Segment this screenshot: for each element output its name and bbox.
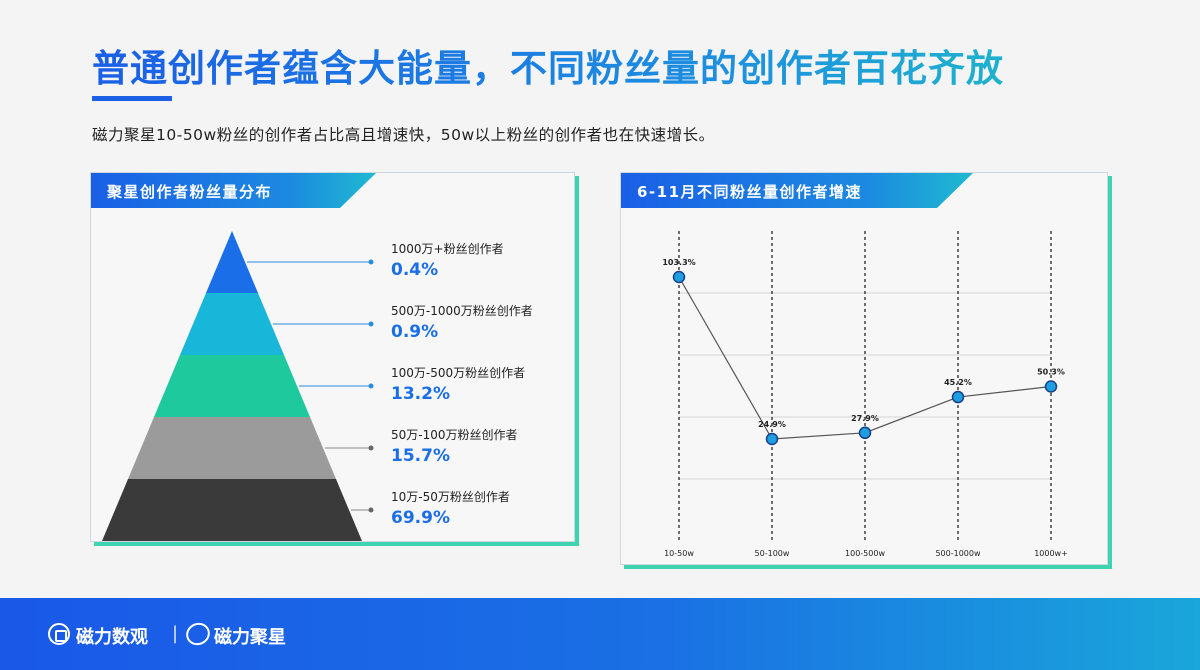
data-point	[672, 270, 686, 284]
cili-juxing-logo-icon	[182, 618, 214, 650]
pyramid-value-label: 0.4%	[391, 260, 438, 280]
line-chart: 103.3% 10-50w 24.9% 50-100w 27.9% 100-500w 45.…	[662, 231, 1068, 558]
title-underline	[92, 96, 172, 101]
pyramid-leader-dot	[368, 321, 374, 327]
footer-brand-shuguan: 磁力数观	[76, 627, 148, 648]
pyramid-leader-dot	[368, 445, 374, 451]
pyramid-segment	[180, 293, 284, 355]
pyramid-leader-dot	[368, 383, 374, 389]
data-label: 27.9%	[851, 414, 879, 423]
data-label: 50.3%	[1037, 368, 1065, 377]
pyramid-category-label: 10万-50万粉丝创作者	[391, 490, 510, 504]
data-label: 103.3%	[662, 258, 695, 267]
footer-brand-juxing: 磁力聚星	[214, 627, 286, 648]
x-tick-label: 10-50w	[664, 549, 694, 558]
x-tick-label: 50-100w	[755, 549, 790, 558]
pyramid-chart-title: 聚星创作者粉丝量分布	[91, 173, 376, 208]
x-tick-label: 500-1000w	[935, 549, 981, 558]
data-label: 45.2%	[944, 378, 972, 387]
data-label: 24.9%	[758, 420, 786, 429]
pyramid-value-label: 0.9%	[391, 322, 438, 342]
pyramid-chart: 1000万+粉丝创作者 0.4% 500万-1000万粉丝创作者 0.9% 100万-5…	[102, 231, 533, 541]
pyramid-leader-dot	[368, 259, 374, 265]
cili-shuguan-logo-icon	[48, 623, 70, 645]
pyramid-category-label: 100万-500万粉丝创作者	[391, 366, 525, 380]
footer-separator: |	[172, 623, 179, 644]
pyramid-category-label: 50万-100万粉丝创作者	[391, 428, 518, 442]
data-point	[951, 390, 965, 404]
page-subtitle: 磁力聚星10-50w粉丝的创作者占比高且增速快，50w以上粉丝的创作者也在快速增…	[92, 126, 715, 144]
footer-bar: 磁力数观 | 磁力聚星	[0, 598, 1200, 670]
pyramid-value-label: 15.7%	[391, 446, 450, 466]
data-point	[858, 426, 872, 440]
x-tick-label: 1000w+	[1034, 549, 1068, 558]
page-title: 普通创作者蕴含大能量，不同粉丝量的创作者百花齐放	[92, 38, 1132, 92]
pyramid-segment	[206, 231, 258, 293]
pyramid-value-label: 13.2%	[391, 384, 450, 404]
line-panel: 103.3% 10-50w 24.9% 50-100w 27.9% 100-500w 45.…	[620, 172, 1108, 565]
pyramid-value-label: 69.9%	[391, 508, 450, 528]
data-point	[765, 432, 779, 446]
pyramid-segment	[154, 355, 310, 417]
pyramid-segment	[128, 417, 336, 479]
pyramid-category-label: 1000万+粉丝创作者	[391, 242, 504, 256]
line-chart-title: 6-11月不同粉丝量创作者增速	[621, 173, 973, 208]
pyramid-segment	[102, 479, 362, 541]
data-point	[1044, 380, 1058, 393]
pyramid-leader-dot	[368, 507, 374, 513]
pyramid-category-label: 500万-1000万粉丝创作者	[391, 304, 533, 318]
pyramid-panel: 1000万+粉丝创作者 0.4% 500万-1000万粉丝创作者 0.9% 100万-5…	[90, 172, 575, 542]
x-tick-label: 100-500w	[845, 549, 885, 558]
